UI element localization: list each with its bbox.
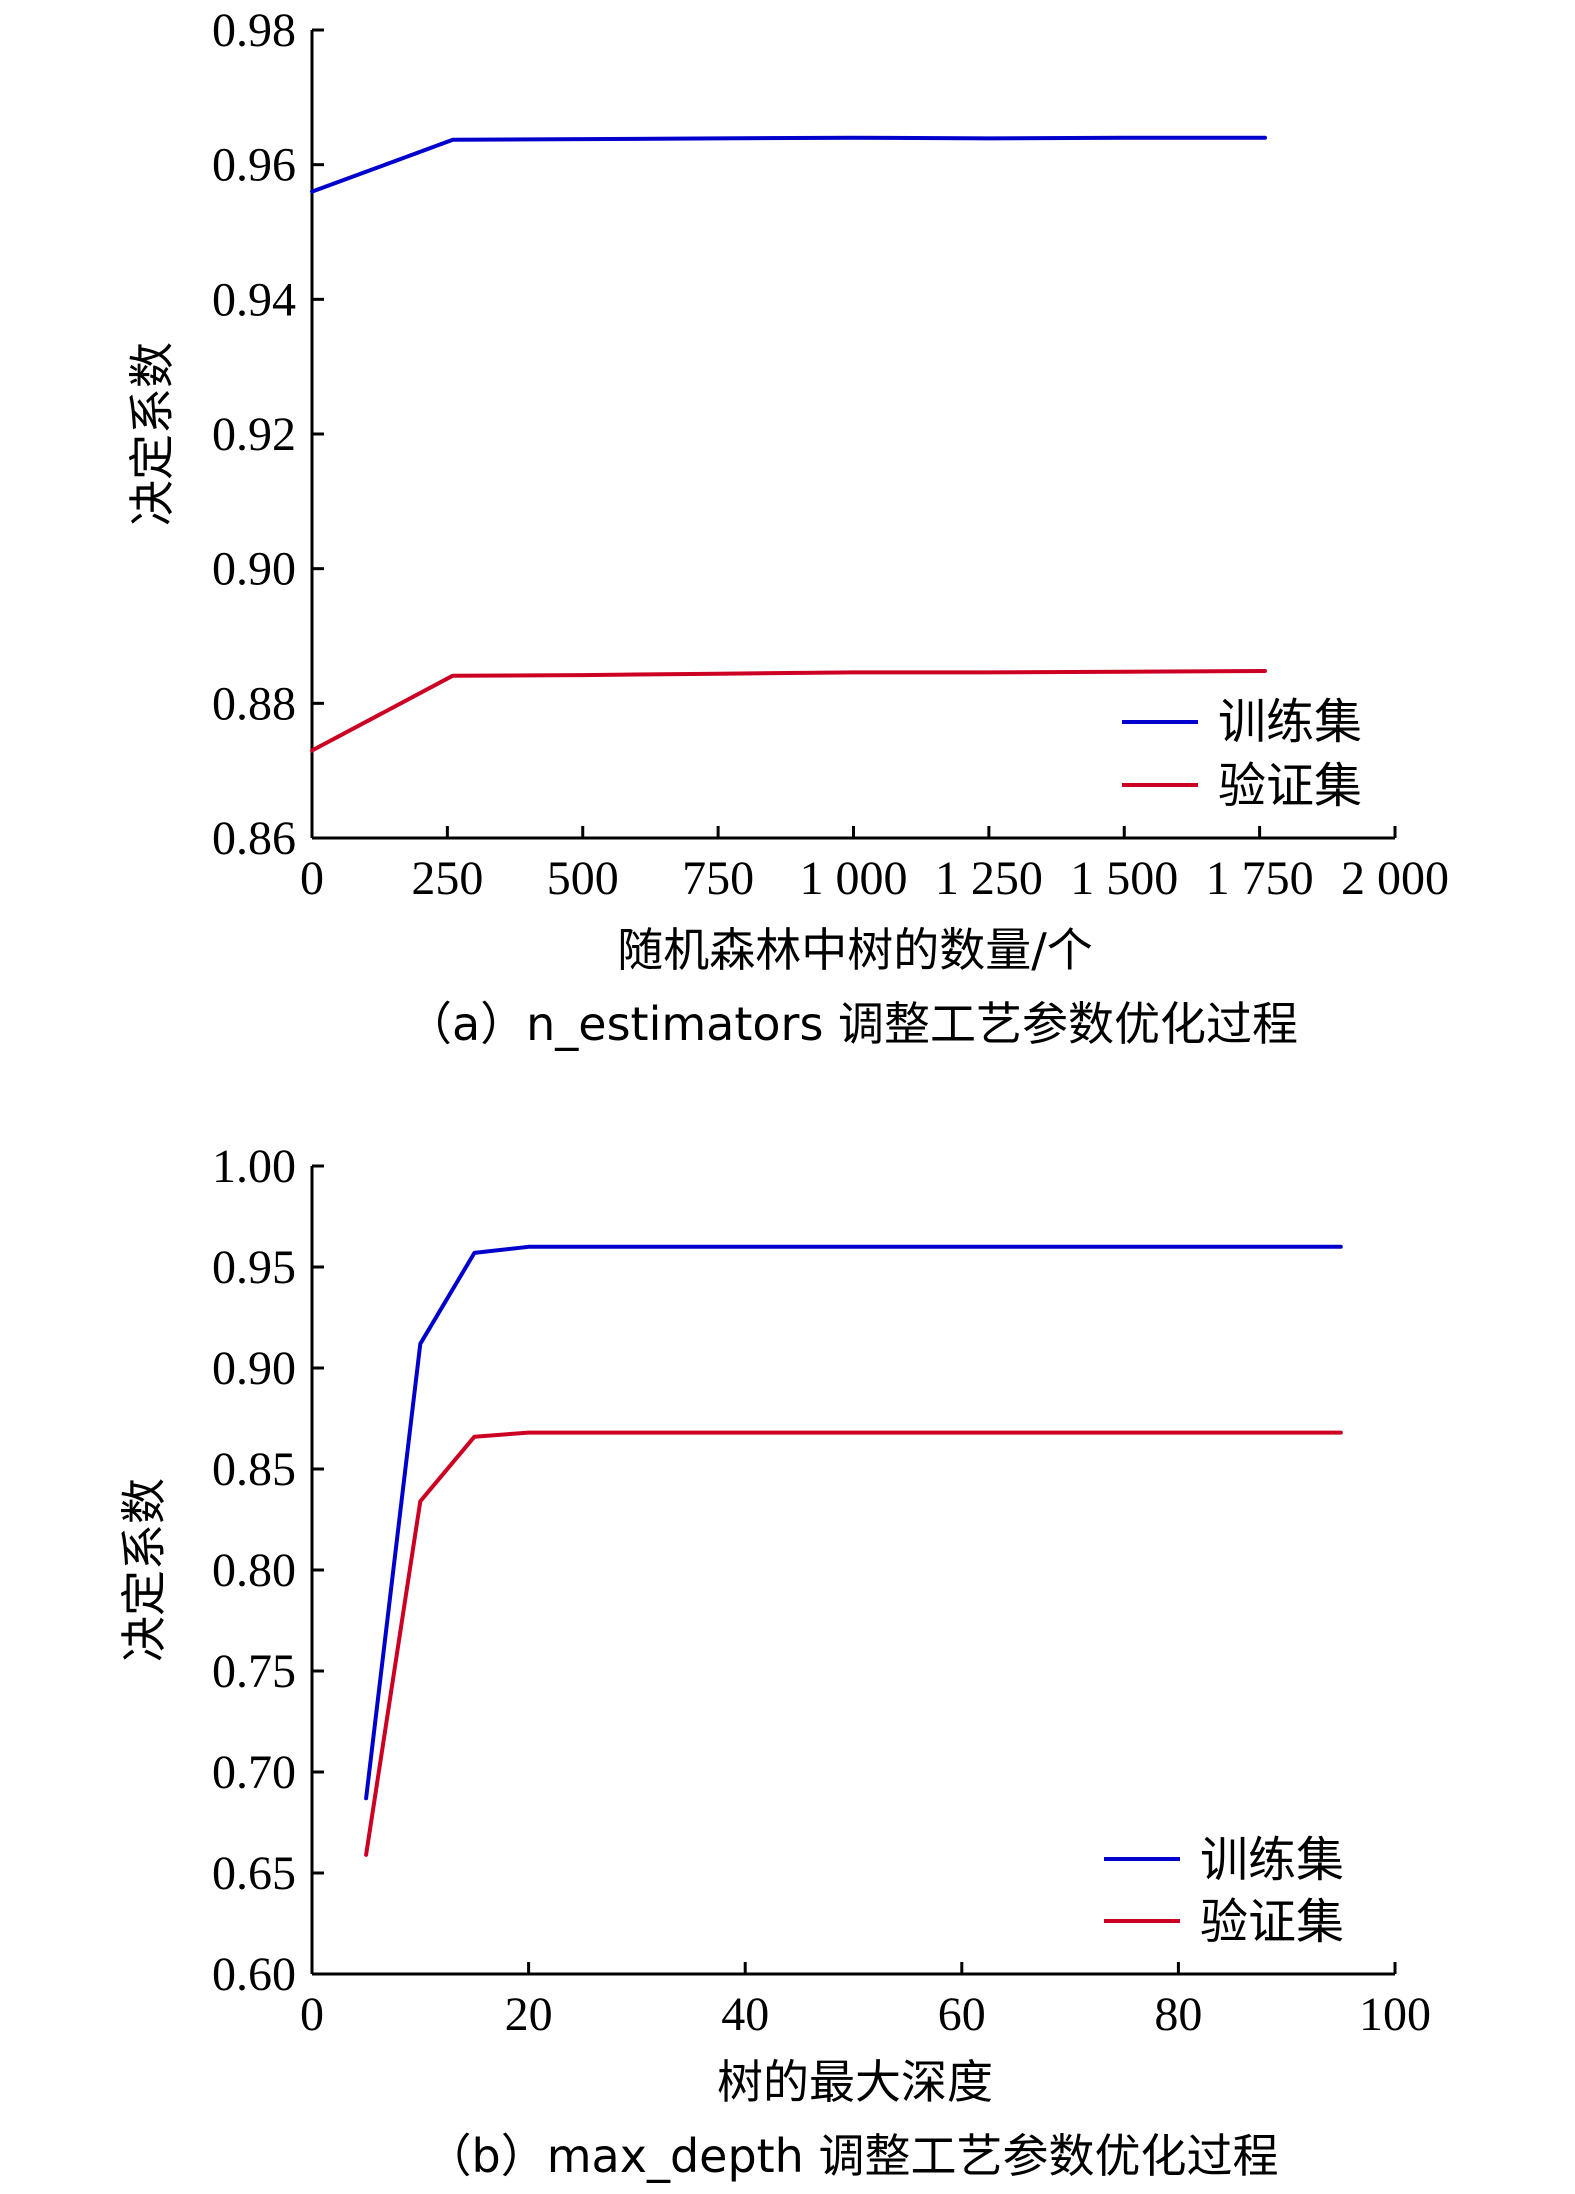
x-tick-label: 0 [300,1988,324,2041]
x-axis-label: 树的最大深度 [717,2055,993,2109]
x-ticks: 0 20 40 60 80 100 [300,1962,1431,2041]
figure-caption: （b）max_depth 调整工艺参数优化过程 [426,2129,1279,2183]
y-axis-label: 决定系数 [125,342,179,526]
chart-n-estimators: 0.86 0.88 0.90 0.92 0.94 0.96 0.98 0 250 500 750 1… [125,4,1449,1051]
x-tick-label: 1 000 [800,852,908,905]
series-layer [310,135,1267,753]
chart-max-depth: 0.60 0.65 0.70 0.75 0.80 0.85 0.90 0.95 1.00 0 20… [117,1140,1431,2183]
legend: 训练集 验证集 [1104,1832,1344,1950]
y-tick-label: 0.86 [212,812,296,865]
legend: 训练集 验证集 [1122,694,1362,814]
x-tick-label: 100 [1359,1988,1431,2041]
x-tick-label: 20 [505,1988,553,2041]
x-tick-label: 500 [547,852,619,905]
y-axis-label: 决定系数 [117,1478,171,1662]
legend-label-val: 验证集 [1200,1894,1344,1950]
y-tick-label: 0.75 [212,1645,296,1698]
legend-label-val: 验证集 [1218,758,1362,814]
x-tick-label: 1 750 [1206,852,1314,905]
y-tick-label: 0.95 [212,1241,296,1294]
x-axis-label: 随机森林中树的数量/个 [617,923,1093,977]
x-tick-label: 40 [721,1988,769,2041]
legend-label-train: 训练集 [1218,694,1362,750]
y-tick-label: 0.85 [212,1443,296,1496]
x-tick-label: 0 [300,852,324,905]
legend-label-train: 训练集 [1200,1832,1344,1888]
y-tick-label: 0.65 [212,1847,296,1900]
x-tick-label: 80 [1154,1988,1202,2041]
x-tick-label: 250 [411,852,483,905]
x-tick-label: 1 500 [1070,852,1178,905]
y-tick-label: 0.92 [212,408,296,461]
x-tick-label: 750 [682,852,754,905]
figure-caption: （a）n_estimators 调整工艺参数优化过程 [406,997,1298,1051]
series-layer [364,1244,1343,1857]
y-tick-label: 1.00 [212,1140,296,1193]
x-ticks: 0 250 500 750 1 000 1 250 1 500 1 750 2 000 [300,826,1449,905]
series-line-train [364,1244,1343,1801]
y-tick-label: 0.60 [212,1948,296,2001]
y-ticks: 0.86 0.88 0.90 0.92 0.94 0.96 0.98 [212,4,324,865]
y-tick-label: 0.96 [212,139,296,192]
y-tick-label: 0.88 [212,677,296,730]
x-tick-label: 1 250 [935,852,1043,905]
series-line-val [310,669,1267,753]
x-tick-label: 2 000 [1341,852,1449,905]
y-ticks: 0.60 0.65 0.70 0.75 0.80 0.85 0.90 0.95 1.00 [212,1140,324,2001]
y-tick-label: 0.90 [212,543,296,596]
y-tick-label: 0.98 [212,4,296,57]
y-tick-label: 0.80 [212,1544,296,1597]
x-tick-label: 60 [938,1988,986,2041]
y-tick-label: 0.90 [212,1342,296,1395]
y-tick-label: 0.70 [212,1746,296,1799]
y-tick-label: 0.94 [212,273,296,326]
series-line-train [310,135,1267,194]
series-line-val [364,1430,1343,1857]
